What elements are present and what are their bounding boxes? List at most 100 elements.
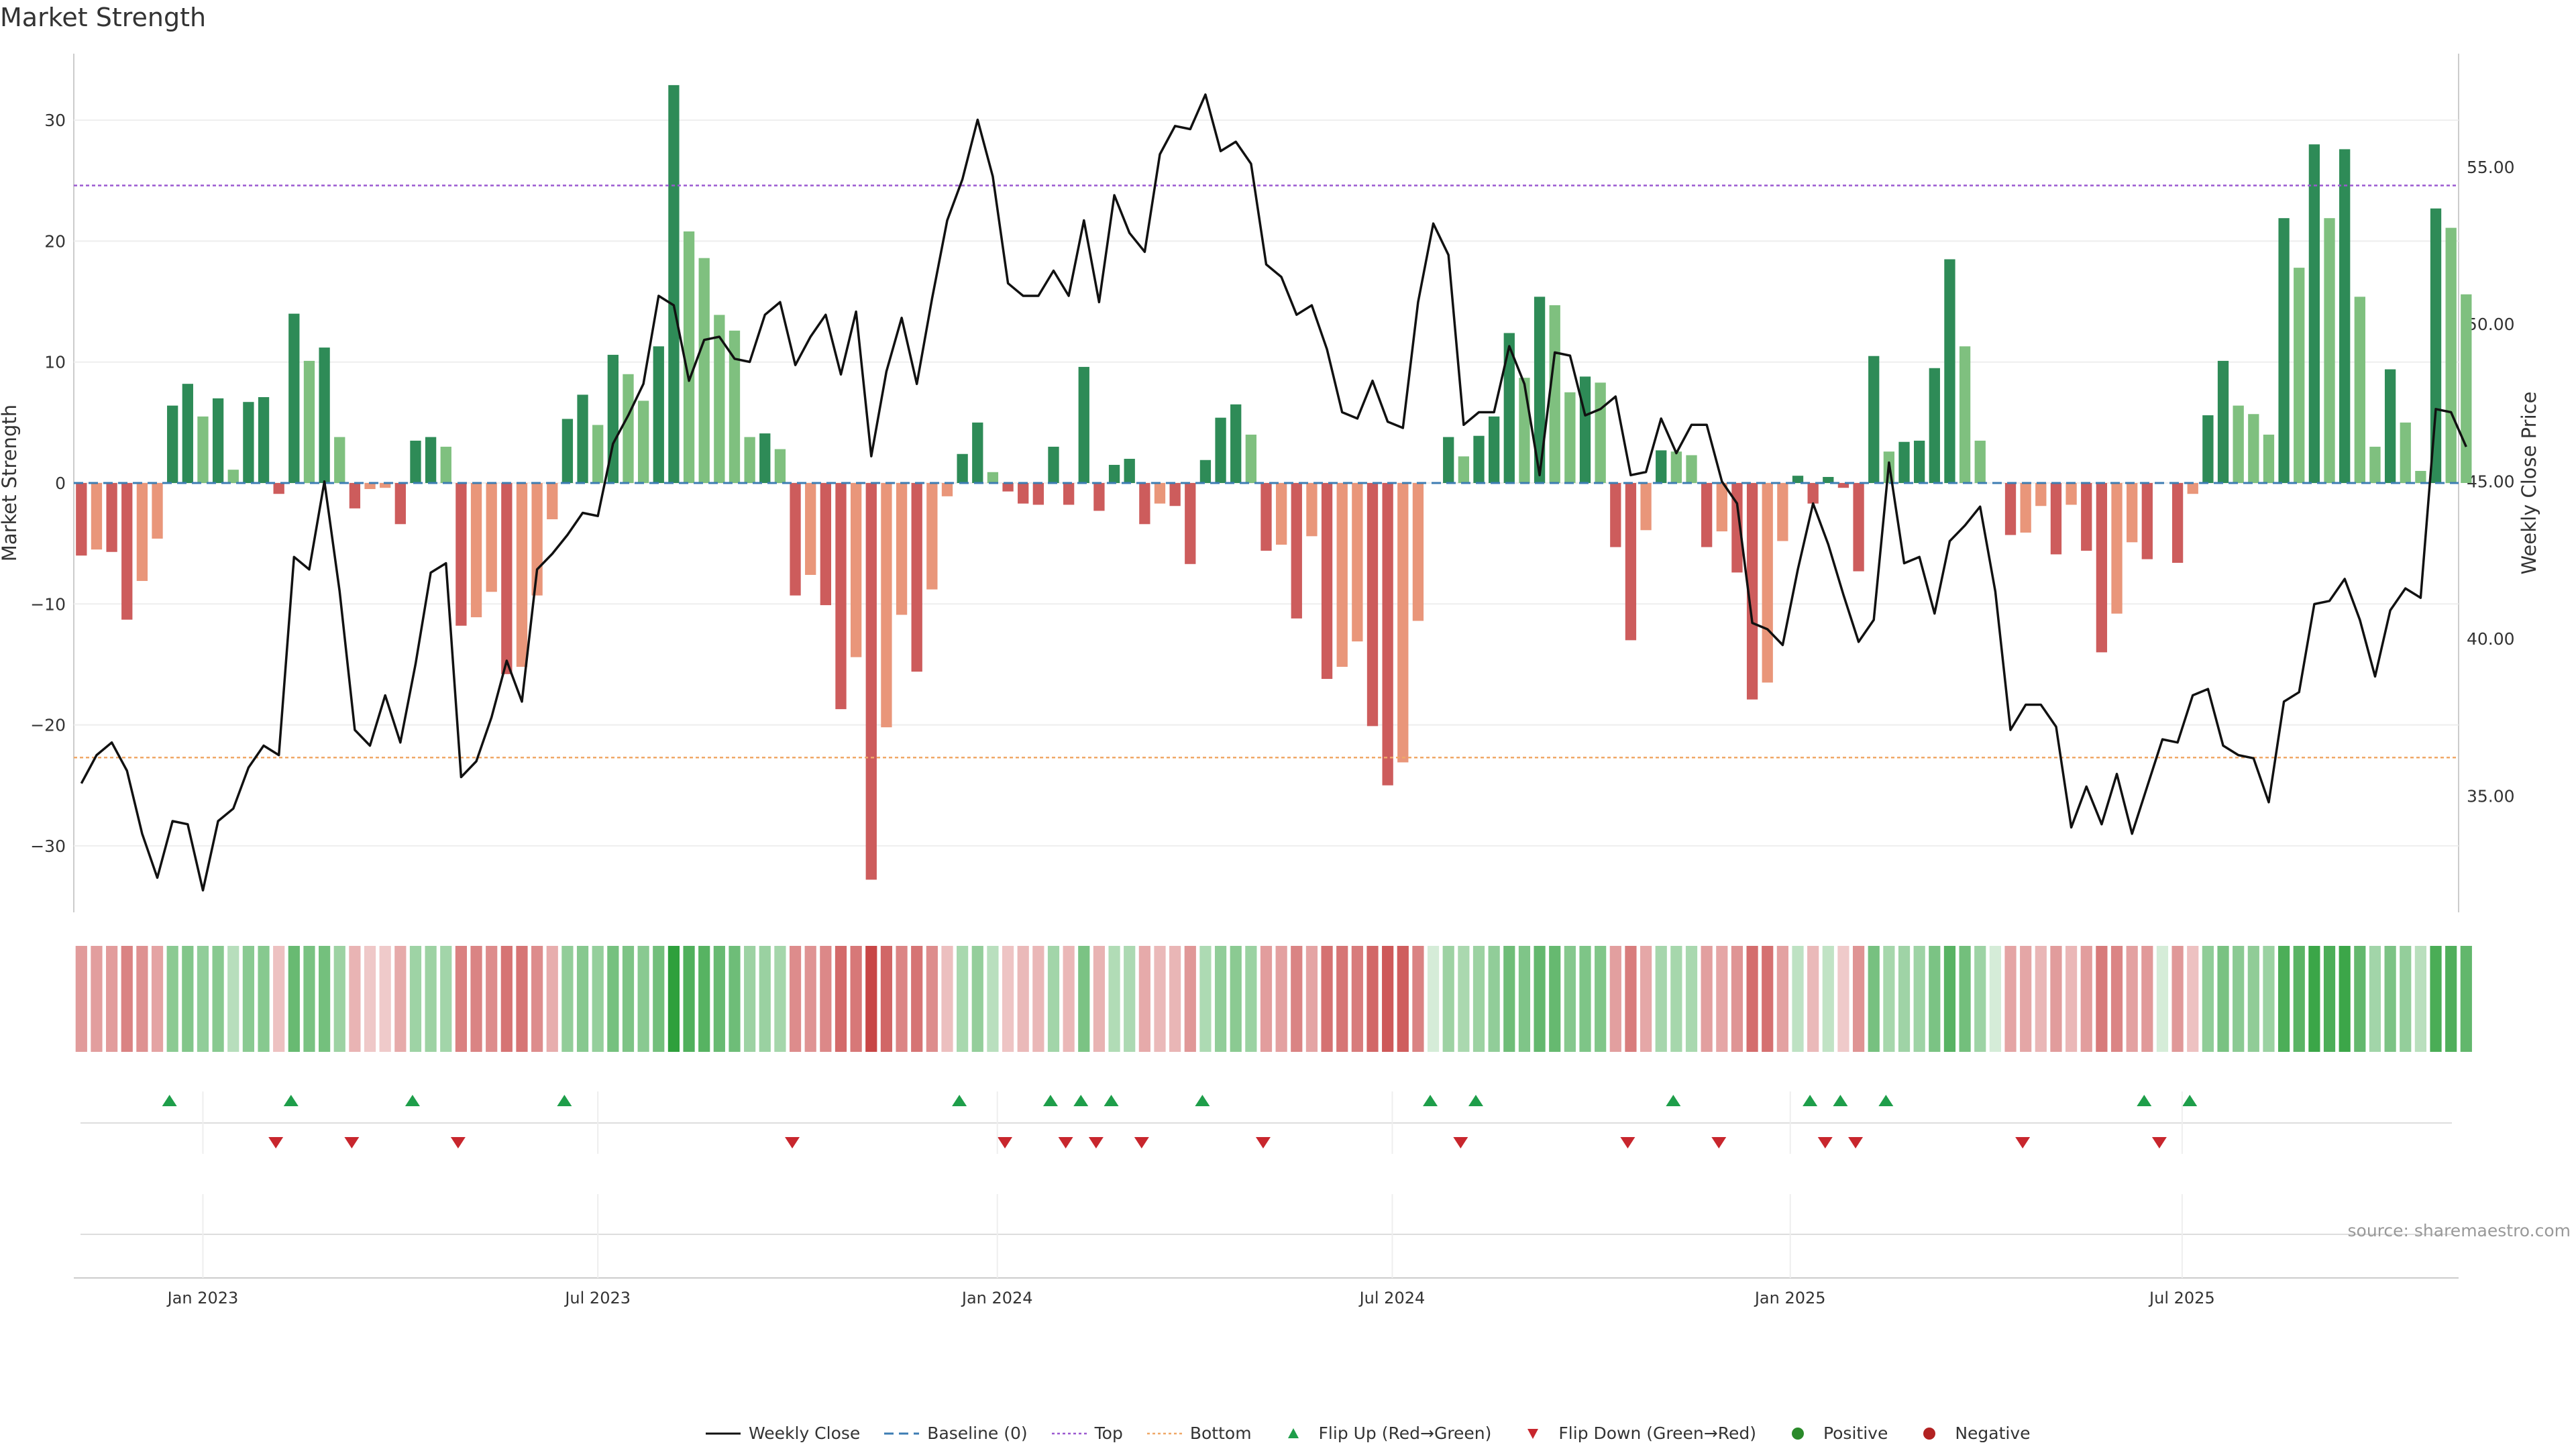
heat-cell [1154,946,1166,1052]
strength-bar [1215,417,1226,483]
strength-bar [1018,483,1029,504]
flip-down-marker [2151,1137,2167,1148]
heat-cell [683,946,695,1052]
heat-cell [1138,946,1150,1052]
strength-bar [2278,218,2290,483]
strength-bar [1595,382,1606,483]
strength-bar [258,397,270,483]
strength-bar [1488,416,1500,483]
strength-bar [1898,441,1910,483]
heat-cell [1245,946,1257,1052]
strength-bar [121,483,133,620]
strength-bar [835,483,847,710]
heat-cell [425,946,437,1052]
heat-cell [1336,946,1348,1052]
strength-bar [2415,470,2426,483]
legend-dotted-icon [1146,1432,1182,1434]
strength-bar [1625,483,1637,641]
heat-cell [1321,946,1333,1052]
y-tick-label: −10 [30,594,66,614]
heat-cell [2369,946,2381,1052]
strength-bar [2111,483,2123,614]
legend-label: Bottom [1189,1424,1252,1443]
strength-bar [774,449,786,483]
strength-bar [941,483,953,496]
heat-cell [1124,946,1136,1052]
strength-bar [319,347,330,483]
heat-cell [820,946,832,1052]
heat-cell [774,946,786,1052]
heat-cell [1488,946,1500,1052]
heat-cell [470,946,482,1052]
strength-bar [1199,460,1212,483]
strength-bar [1154,483,1166,504]
heat-cell [1670,946,1682,1052]
strength-bar [1807,483,1819,504]
heat-cell [212,946,224,1052]
strength-bar [714,315,725,483]
heat-cell [2141,946,2153,1052]
heat-cell [1655,946,1667,1052]
strength-bar [1336,483,1348,667]
heat-cell [2126,946,2138,1052]
heat-cell [865,946,877,1052]
strength-bar [1656,450,1667,483]
heat-cell [2065,946,2078,1052]
strength-bar [850,483,862,657]
strength-bar [1549,305,1560,483]
strength-bar [1291,483,1302,619]
source-caption: source: sharemaestro.com [2347,1221,2571,1240]
heat-cell [75,946,87,1052]
strength-bar [987,472,999,483]
flip-down-marker [450,1137,466,1148]
strength-bar [957,453,968,483]
strength-bar [1640,483,1652,531]
y-tick-label: 0 [55,474,66,493]
flip-down-marker [1088,1137,1104,1148]
heat-cell [455,946,468,1052]
legend-positive: Positive [1779,1424,1888,1443]
y2-tick-label: 40.00 [2467,629,2515,649]
strength-bar [1853,483,1864,572]
strength-bar [227,470,239,483]
strength-bar [152,483,163,539]
x-tick-label: Jul 2023 [564,1289,631,1307]
flip-up-marker [1195,1095,1210,1106]
x-tick-label: Jan 2024 [961,1289,1033,1307]
heat-cell [2080,946,2092,1052]
strength-bar [2339,149,2351,483]
heat-cell [1518,946,1531,1052]
strength-bar [2294,268,2305,483]
strength-bar [303,360,315,483]
flip-up-marker [2137,1095,2152,1106]
strength-bar [759,433,771,483]
strength-bar [2217,360,2229,483]
flip-down-marker [1255,1137,1271,1148]
strength-bar [1473,435,1485,483]
heat-cell [1792,946,1804,1052]
heat-cell [1442,946,1454,1052]
strength-bar [1108,464,1120,483]
strength-bar [273,483,284,494]
heat-cell [896,946,908,1052]
heat-cell [121,946,133,1052]
flip-down-marker [1134,1137,1149,1148]
legend-label: Negative [1955,1424,2031,1443]
strength-bar [1306,483,1318,537]
heat-cell [1746,946,1758,1052]
strength-bar [1275,483,1287,545]
heat-cell [987,946,999,1052]
heat-cell [2339,946,2351,1052]
heat-cell [2263,946,2275,1052]
strength-bar [136,483,148,582]
heat-cell [546,946,558,1052]
strength-bar [2369,446,2381,483]
strength-bar [637,400,649,483]
strength-bar [1777,483,1788,541]
heat-cell [2308,946,2320,1052]
heat-cell [1275,946,1287,1052]
strength-bar [197,416,209,483]
y2-tick-label: 50.00 [2467,315,2515,334]
heat-cell [1716,946,1728,1052]
strength-bar [592,425,604,483]
